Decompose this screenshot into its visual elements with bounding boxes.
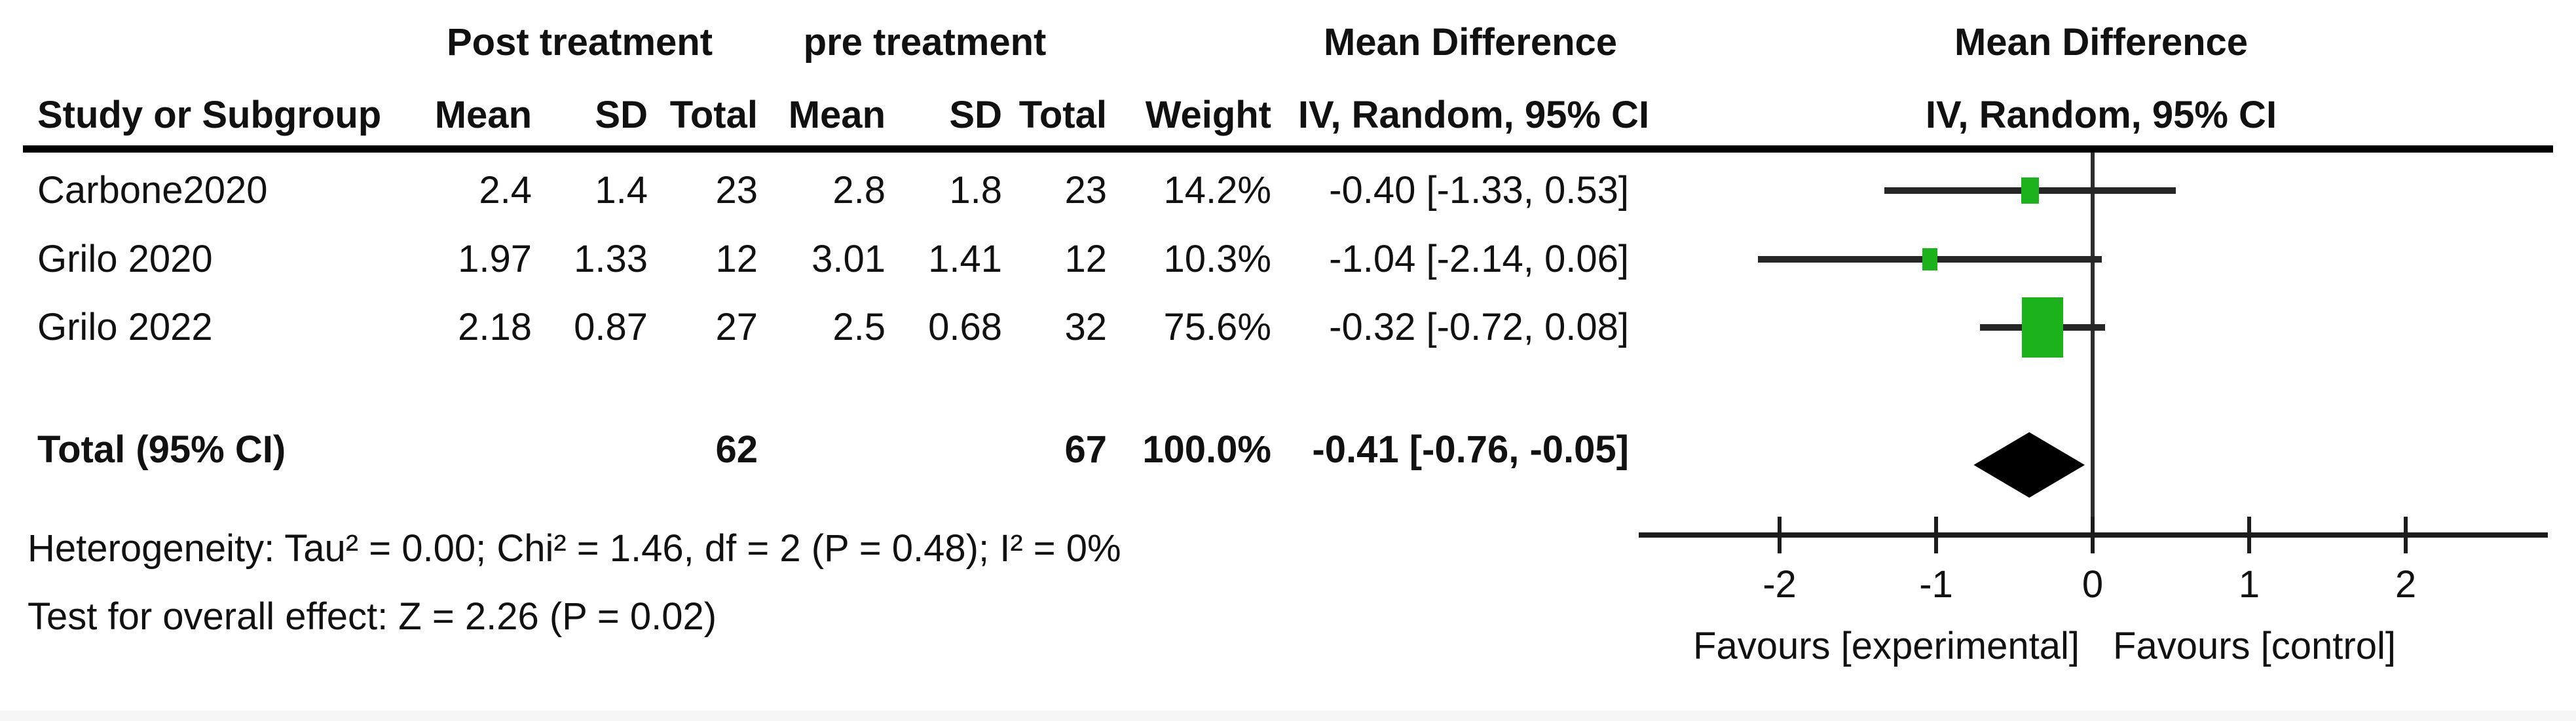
col-header-post-mean: Mean [434, 94, 532, 136]
pre-total-value: 12 [1064, 238, 1107, 280]
col-header-post-sd: SD [595, 94, 648, 136]
pre-total-value: 32 [1064, 306, 1107, 348]
total-label: Total (95% CI) [37, 428, 286, 471]
header-rule [23, 145, 2553, 153]
post-mean-value: 1.97 [458, 238, 532, 280]
weight-value: 14.2% [1163, 169, 1271, 212]
total-pre-n: 67 [1064, 428, 1107, 471]
axis-tick [2091, 517, 2095, 553]
total-md-value: -0.41 [-0.76, -0.05] [1312, 428, 1629, 471]
zero-line [2091, 153, 2095, 535]
pre-mean-value: 2.8 [832, 169, 886, 212]
heterogeneity-text: Heterogeneity: Tau² = 0.00; Chi² = 1.46,… [28, 527, 1121, 570]
pre-total-value: 23 [1064, 169, 1107, 212]
post-sd-value: 1.33 [574, 238, 648, 280]
post-sd-value: 1.4 [595, 169, 648, 212]
col-header-study: Study or Subgroup [37, 94, 382, 136]
post-mean-value: 2.4 [479, 169, 532, 212]
axis-tick [1934, 517, 1938, 553]
col-header-pre-mean: Mean [788, 94, 886, 136]
study-name: Carbone2020 [37, 169, 268, 212]
pre-sd-value: 0.68 [928, 306, 1002, 348]
md-ci-value: -0.40 [-1.33, 0.53] [1329, 169, 1629, 212]
study-name: Grilo 2022 [37, 306, 213, 348]
favours-control-label: Favours [control] [2113, 625, 2396, 667]
effect-square [2021, 297, 2064, 358]
group-header-pre: pre treatment [803, 21, 1047, 64]
md-ci-value: -1.04 [-2.14, 0.06] [1329, 238, 1629, 280]
col-header-post-total: Total [669, 94, 758, 136]
study-name: Grilo 2020 [37, 238, 213, 280]
axis-tick-label: -2 [1763, 563, 1797, 606]
favours-experimental-label: Favours [experimental] [1693, 625, 2080, 667]
pre-mean-value: 2.5 [832, 306, 886, 348]
col-header-pre-total: Total [1018, 94, 1107, 136]
col-header-weight: Weight [1145, 94, 1271, 136]
bottom-strip [0, 711, 2576, 721]
axis-tick-label: -1 [1919, 563, 1953, 606]
axis-tick [1778, 517, 1782, 553]
total-weight: 100.0% [1142, 428, 1271, 471]
pre-mean-value: 3.01 [812, 238, 886, 280]
weight-value: 75.6% [1163, 306, 1271, 348]
post-sd-value: 0.87 [574, 306, 648, 348]
effect-square [2021, 177, 2040, 204]
pre-sd-value: 1.8 [949, 169, 1002, 212]
axis-tick [2404, 517, 2408, 553]
group-header-md-right: Mean Difference [1954, 21, 2249, 64]
group-header-md-left: Mean Difference [1323, 21, 1618, 64]
axis-tick [2247, 517, 2251, 553]
col-header-pre-sd: SD [949, 94, 1002, 136]
total-post-n: 62 [715, 428, 758, 471]
axis-tick-label: 1 [2238, 563, 2260, 606]
post-total-value: 27 [715, 306, 758, 348]
col-header-ci-right: IV, Random, 95% CI [1925, 94, 2277, 136]
pre-sd-value: 1.41 [928, 238, 1002, 280]
axis-tick-label: 2 [2395, 563, 2417, 606]
post-total-value: 12 [715, 238, 758, 280]
summary-diamond [1973, 432, 2085, 498]
md-ci-value: -0.32 [-0.72, 0.08] [1329, 306, 1629, 348]
overall-effect-text: Test for overall effect: Z = 2.26 (P = 0… [28, 595, 717, 638]
effect-square [1922, 248, 1938, 270]
axis-tick-label: 0 [2081, 563, 2104, 606]
post-mean-value: 2.18 [458, 306, 532, 348]
col-header-ci-left: IV, Random, 95% CI [1297, 94, 1650, 136]
post-total-value: 23 [715, 169, 758, 212]
weight-value: 10.3% [1163, 238, 1271, 280]
group-header-post: Post treatment [446, 21, 713, 64]
